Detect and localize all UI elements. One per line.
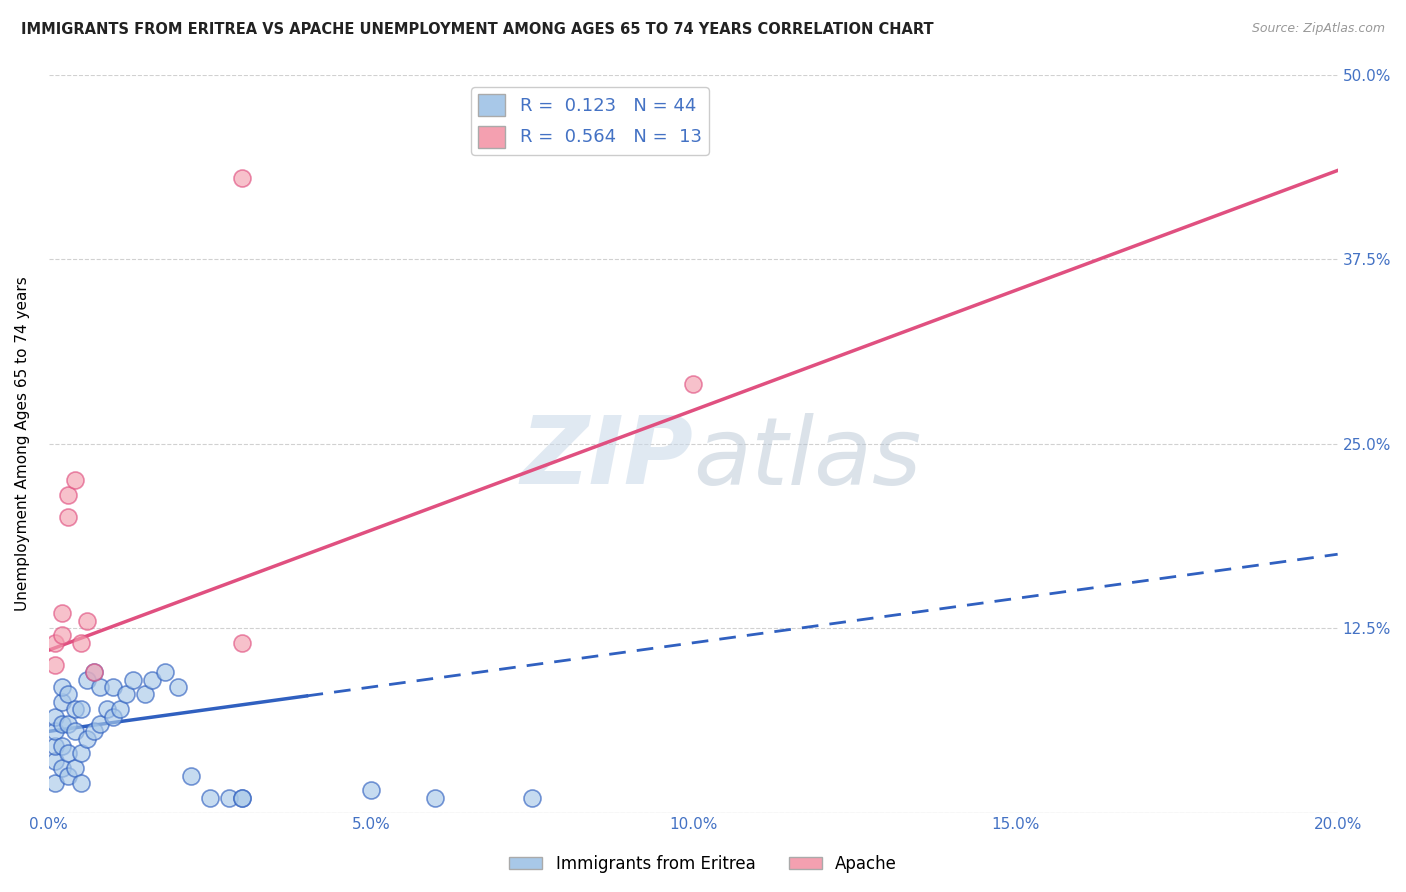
Point — [231, 790, 253, 805]
Point — [103, 680, 125, 694]
Text: Source: ZipAtlas.com: Source: ZipAtlas.com — [1251, 22, 1385, 36]
Point — [63, 761, 86, 775]
Point — [83, 665, 105, 680]
Point — [153, 665, 176, 680]
Point — [180, 769, 202, 783]
Point — [76, 614, 98, 628]
Point — [83, 665, 105, 680]
Point — [231, 790, 253, 805]
Point — [51, 628, 73, 642]
Y-axis label: Unemployment Among Ages 65 to 74 years: Unemployment Among Ages 65 to 74 years — [15, 277, 30, 611]
Legend: R =  0.123   N = 44, R =  0.564   N =  13: R = 0.123 N = 44, R = 0.564 N = 13 — [471, 87, 709, 155]
Point — [44, 636, 66, 650]
Point — [44, 739, 66, 753]
Point — [56, 769, 79, 783]
Point — [70, 776, 93, 790]
Point — [44, 754, 66, 768]
Point — [51, 717, 73, 731]
Point — [218, 790, 240, 805]
Point — [63, 474, 86, 488]
Point — [198, 790, 221, 805]
Point — [51, 680, 73, 694]
Point — [70, 747, 93, 761]
Point — [44, 776, 66, 790]
Point — [70, 636, 93, 650]
Text: IMMIGRANTS FROM ERITREA VS APACHE UNEMPLOYMENT AMONG AGES 65 TO 74 YEARS CORRELA: IMMIGRANTS FROM ERITREA VS APACHE UNEMPL… — [21, 22, 934, 37]
Point — [63, 724, 86, 739]
Point — [56, 717, 79, 731]
Point — [51, 695, 73, 709]
Point — [63, 702, 86, 716]
Point — [56, 510, 79, 524]
Point — [56, 688, 79, 702]
Point — [56, 747, 79, 761]
Point — [682, 377, 704, 392]
Point — [44, 657, 66, 672]
Point — [121, 673, 143, 687]
Point — [44, 709, 66, 723]
Point — [96, 702, 118, 716]
Point — [76, 731, 98, 746]
Point — [166, 680, 188, 694]
Point — [70, 702, 93, 716]
Point — [520, 790, 543, 805]
Point — [360, 783, 382, 797]
Point — [51, 761, 73, 775]
Point — [76, 673, 98, 687]
Point — [108, 702, 131, 716]
Point — [134, 688, 156, 702]
Text: ZIP: ZIP — [520, 412, 693, 504]
Text: atlas: atlas — [693, 413, 921, 504]
Point — [425, 790, 447, 805]
Point — [51, 739, 73, 753]
Point — [231, 170, 253, 185]
Point — [103, 709, 125, 723]
Point — [141, 673, 163, 687]
Point — [115, 688, 138, 702]
Point — [44, 724, 66, 739]
Point — [56, 488, 79, 502]
Point — [83, 724, 105, 739]
Legend: Immigrants from Eritrea, Apache: Immigrants from Eritrea, Apache — [502, 848, 904, 880]
Point — [231, 636, 253, 650]
Point — [89, 717, 111, 731]
Point — [51, 607, 73, 621]
Point — [89, 680, 111, 694]
